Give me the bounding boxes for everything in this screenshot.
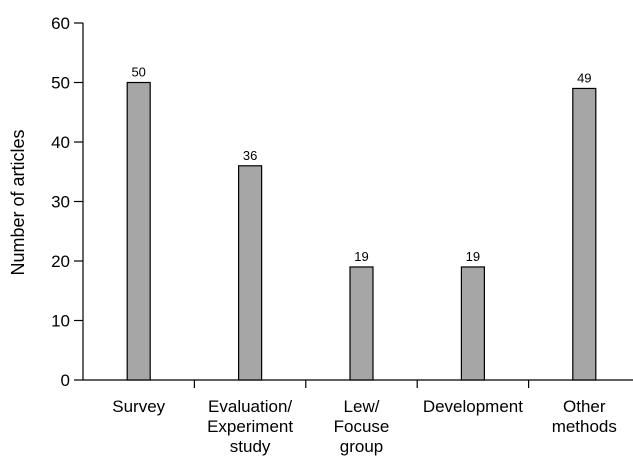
data-label: 19 xyxy=(466,249,480,264)
data-label: 36 xyxy=(243,148,257,163)
y-tick-label: 50 xyxy=(51,74,70,93)
y-tick-label: 60 xyxy=(51,14,70,33)
x-tick-label-line: Development xyxy=(423,397,523,416)
x-axis: Survey Evaluation/Experiment study Lew/Focu… xyxy=(83,379,633,456)
data-label: 50 xyxy=(131,65,145,80)
bar xyxy=(349,266,374,381)
bar xyxy=(238,165,263,381)
y-tick-label: 20 xyxy=(51,252,70,271)
y-tick-label: 30 xyxy=(51,193,70,212)
x-tick-label-line: Experiment xyxy=(207,417,293,436)
y-tick-label: 40 xyxy=(51,133,70,152)
data-label: 49 xyxy=(577,70,591,85)
x-tick-label-line: Focuse xyxy=(334,417,390,436)
x-tick-label-line: Survey xyxy=(112,397,165,416)
x-tick-label: Development xyxy=(423,397,523,416)
y-axis: 0 10 20 30 40 50 60 xyxy=(51,14,84,390)
bar xyxy=(126,81,151,381)
y-tick-label: 0 xyxy=(61,371,70,390)
data-label: 19 xyxy=(354,249,368,264)
x-tick-label-line: group xyxy=(340,437,383,456)
y-tick-label: 10 xyxy=(51,312,70,331)
x-tick-label-line: Other xyxy=(563,397,606,416)
y-axis-label: Number of articles xyxy=(8,129,28,275)
x-tick-label-line: methods xyxy=(552,417,617,436)
x-tick-label: Evaluation/Experiment study xyxy=(207,397,293,456)
x-tick-label-line: Evaluation/ xyxy=(208,397,292,416)
bar xyxy=(460,266,485,381)
x-tick-label-line: Lew/ xyxy=(344,397,380,416)
x-tick-label-line: study xyxy=(230,437,271,456)
x-tick-label: Lew/Focuse group xyxy=(334,397,390,456)
x-tick-label: Survey xyxy=(112,397,165,416)
bar xyxy=(572,87,597,381)
bars xyxy=(126,81,597,381)
data-labels: 50 36 19 19 49 xyxy=(131,65,591,264)
x-tick-label: Other methods xyxy=(552,397,617,436)
